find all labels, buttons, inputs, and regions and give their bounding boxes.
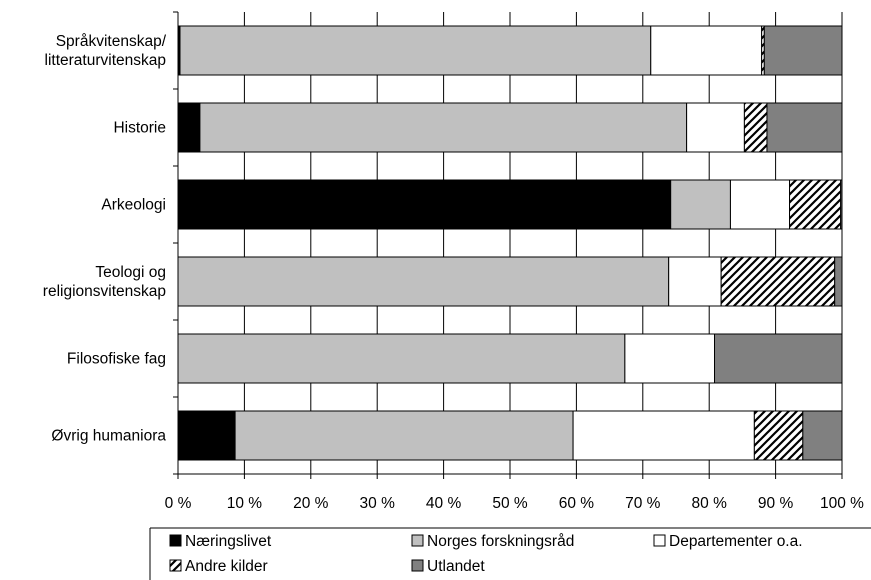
bars	[177, 25, 843, 461]
bar-segment	[802, 410, 843, 461]
category-label: religionsvitenskap	[43, 283, 166, 300]
gridlines	[243, 12, 843, 474]
x-tick-label: 50 %	[492, 495, 528, 512]
bar-segment	[624, 333, 716, 384]
bar-segment	[753, 410, 804, 461]
bar-segment	[234, 410, 574, 461]
category-label: litteraturvitenskap	[45, 52, 166, 69]
bar-segment	[714, 333, 843, 384]
legend-swatch	[411, 534, 424, 547]
legend-swatch	[411, 559, 424, 572]
category-label: Øvrig humaniora	[51, 428, 166, 445]
legend-label: Andre kilder	[185, 558, 268, 575]
bar-segment	[720, 256, 836, 307]
bar-segment	[177, 256, 670, 307]
category-label: Språkvitenskap/	[56, 33, 167, 50]
x-tick-label: 100 %	[820, 495, 864, 512]
tick-labels: 0 % 10 % 20 % 30 % 40 % 50 % 60 % 70 % 80 % 90 % 1…	[165, 495, 865, 512]
x-tick-label: 20 %	[293, 495, 329, 512]
bar-segment	[650, 25, 763, 76]
axes	[173, 11, 843, 479]
legend-label: Departementer o.a.	[669, 533, 803, 550]
bar-segment	[763, 25, 843, 76]
bar-segment	[670, 179, 731, 230]
category-label: Historie	[113, 120, 166, 137]
x-tick-label: 60 %	[559, 495, 595, 512]
bar-segment	[572, 410, 755, 461]
bar-segment	[834, 256, 843, 307]
x-tick-label: 40 %	[426, 495, 462, 512]
category-labels: Språkvitenskap/litteraturvitenskap Histor…	[43, 33, 167, 445]
bar-segment	[179, 25, 652, 76]
bar-segment	[743, 102, 768, 153]
category-label: Teologi og	[95, 264, 166, 281]
bar-segment	[729, 179, 791, 230]
x-tick-label: 80 %	[692, 495, 728, 512]
x-tick-label: 30 %	[360, 495, 396, 512]
x-tick-label: 0 %	[165, 495, 192, 512]
legend-swatch	[653, 534, 666, 547]
bar-segment	[668, 256, 722, 307]
category-label: Arkeologi	[101, 197, 166, 214]
legend-swatch	[169, 559, 182, 572]
bar-segment	[686, 102, 745, 153]
bar-segment	[177, 333, 626, 384]
x-tick-label: 10 %	[227, 495, 263, 512]
bar-segment	[177, 179, 672, 230]
bar-segment	[177, 102, 201, 153]
legend-label: Norges forskningsråd	[427, 533, 574, 550]
category-label: Filosofiske fag	[67, 351, 166, 368]
legend-label: Utlandet	[427, 558, 485, 575]
legend: Næringslivet Norges forskningsråd Departem…	[149, 527, 871, 580]
x-tick-label: 90 %	[758, 495, 794, 512]
legend-swatch	[169, 534, 182, 547]
bar-segment	[840, 179, 843, 230]
bar-segment	[789, 179, 842, 230]
bar-segment	[766, 102, 843, 153]
bar-segment	[177, 410, 236, 461]
x-tick-label: 70 %	[625, 495, 661, 512]
legend-label: Næringslivet	[185, 533, 272, 550]
bar-segment	[199, 102, 688, 153]
